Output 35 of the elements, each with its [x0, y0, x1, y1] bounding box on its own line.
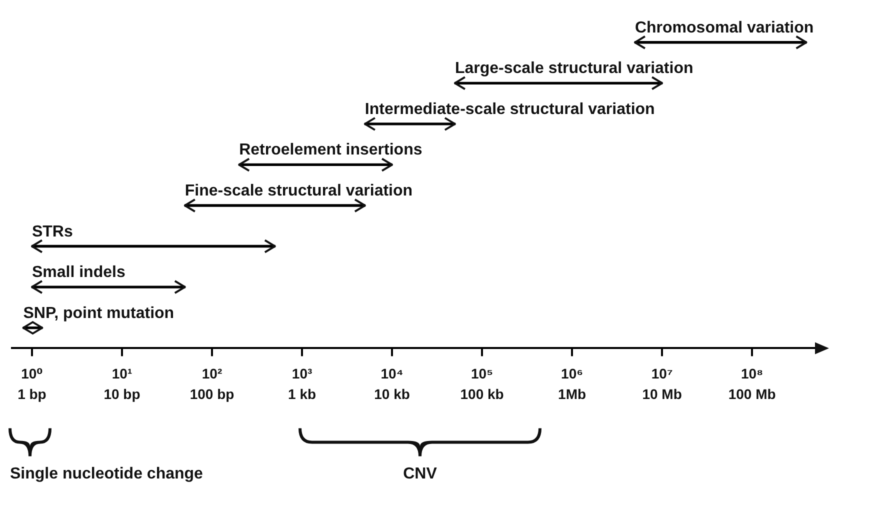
y-tick-label: Large-scale structural variation: [454, 60, 694, 78]
y-tick-label: Chromosomal variation: [634, 19, 814, 36]
text: Single nucleotide change: [10, 466, 204, 483]
x-tick-label: 10⁶: [561, 365, 584, 382]
y-tick-label: Small indels: [32, 264, 126, 282]
x-tick-label: 10⁰: [21, 365, 43, 382]
x-tick-label: 10³: [292, 365, 312, 382]
bar: [32, 244, 276, 248]
y-tick-label: Fine-scale structural variation: [184, 182, 413, 200]
bar: [238, 163, 392, 166]
bar: [184, 204, 366, 207]
x-tick-label: 10⁷: [651, 365, 673, 382]
x-tick-label: 10¹: [112, 365, 132, 382]
bar: [364, 122, 456, 126]
text: 100 bp: [190, 386, 234, 402]
y-tick-label: SNP, point mutation: [23, 304, 174, 322]
x-tick-label: 10⁸: [740, 365, 764, 382]
text: 1Mb: [558, 386, 586, 402]
text: 1 bp: [18, 386, 46, 402]
y-tick-label: STRs: [32, 223, 73, 240]
text: 10 bp: [104, 386, 140, 402]
text: 1 kb: [288, 386, 316, 402]
bar: [32, 286, 186, 288]
bar: [454, 82, 662, 84]
text: CNV: [403, 466, 438, 483]
text: 100 Mb: [728, 386, 776, 402]
text: 10 kb: [374, 386, 410, 402]
y-tick-label: Intermediate-scale structural variation: [364, 100, 655, 118]
bar: [634, 41, 807, 44]
x-tick-label: 10⁴: [380, 365, 404, 382]
x-tick-label: 10⁵: [470, 365, 494, 382]
x-tick-label: 10²: [202, 365, 222, 382]
y-tick-label: Retroelement insertions: [239, 142, 422, 159]
text: 100 kb: [460, 386, 504, 402]
text: 10 Mb: [642, 386, 682, 402]
